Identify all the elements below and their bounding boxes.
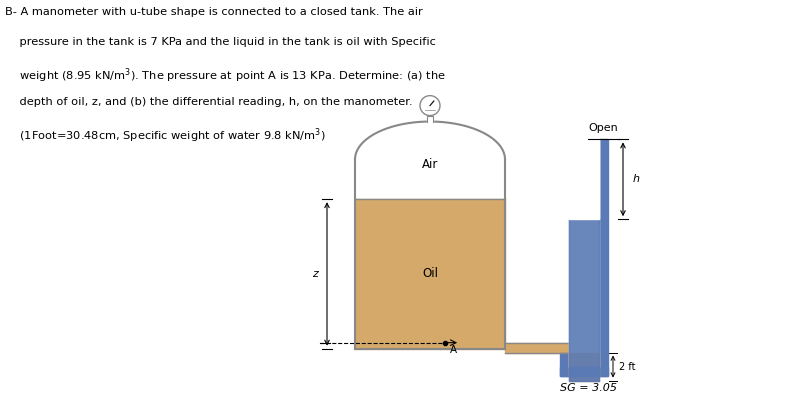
Polygon shape (355, 122, 505, 159)
Text: Oil: Oil (422, 267, 438, 280)
Polygon shape (569, 219, 599, 367)
Text: B- A manometer with u-tube shape is connected to a closed tank. The air: B- A manometer with u-tube shape is conn… (5, 7, 422, 17)
Text: A: A (450, 344, 457, 355)
Polygon shape (569, 139, 599, 367)
Polygon shape (569, 219, 599, 367)
Circle shape (420, 96, 440, 116)
Polygon shape (569, 367, 599, 380)
Polygon shape (569, 139, 599, 219)
Polygon shape (569, 367, 599, 376)
Text: 2 ft: 2 ft (619, 361, 635, 372)
Polygon shape (505, 343, 569, 353)
Text: z: z (312, 269, 318, 279)
Polygon shape (569, 139, 599, 219)
Polygon shape (569, 367, 599, 376)
Text: pressure in the tank is 7 KPa and the liquid in the tank is oil with Specific: pressure in the tank is 7 KPa and the li… (5, 37, 436, 47)
Text: SG = 3.05: SG = 3.05 (561, 382, 618, 393)
Polygon shape (355, 199, 505, 349)
Polygon shape (355, 159, 505, 349)
Text: (1Foot=30.48cm, Specific weight of water 9.8 kN/m$^3$): (1Foot=30.48cm, Specific weight of water… (5, 126, 326, 145)
Polygon shape (569, 367, 570, 374)
Polygon shape (569, 353, 570, 374)
Text: weight (8.95 kN/m$^3$). The pressure at point A is 13 KPa. Determine: (a) the: weight (8.95 kN/m$^3$). The pressure at … (5, 67, 446, 85)
Polygon shape (569, 367, 599, 376)
Polygon shape (569, 353, 599, 380)
Text: depth of oil, z, and (b) the differential reading, h, on the manometer.: depth of oil, z, and (b) the differentia… (5, 97, 413, 107)
Polygon shape (599, 139, 608, 376)
Polygon shape (560, 353, 569, 376)
Polygon shape (427, 116, 433, 122)
Text: Open: Open (589, 124, 618, 134)
Polygon shape (560, 367, 608, 376)
Text: h: h (633, 174, 640, 184)
Text: Air: Air (422, 158, 438, 171)
